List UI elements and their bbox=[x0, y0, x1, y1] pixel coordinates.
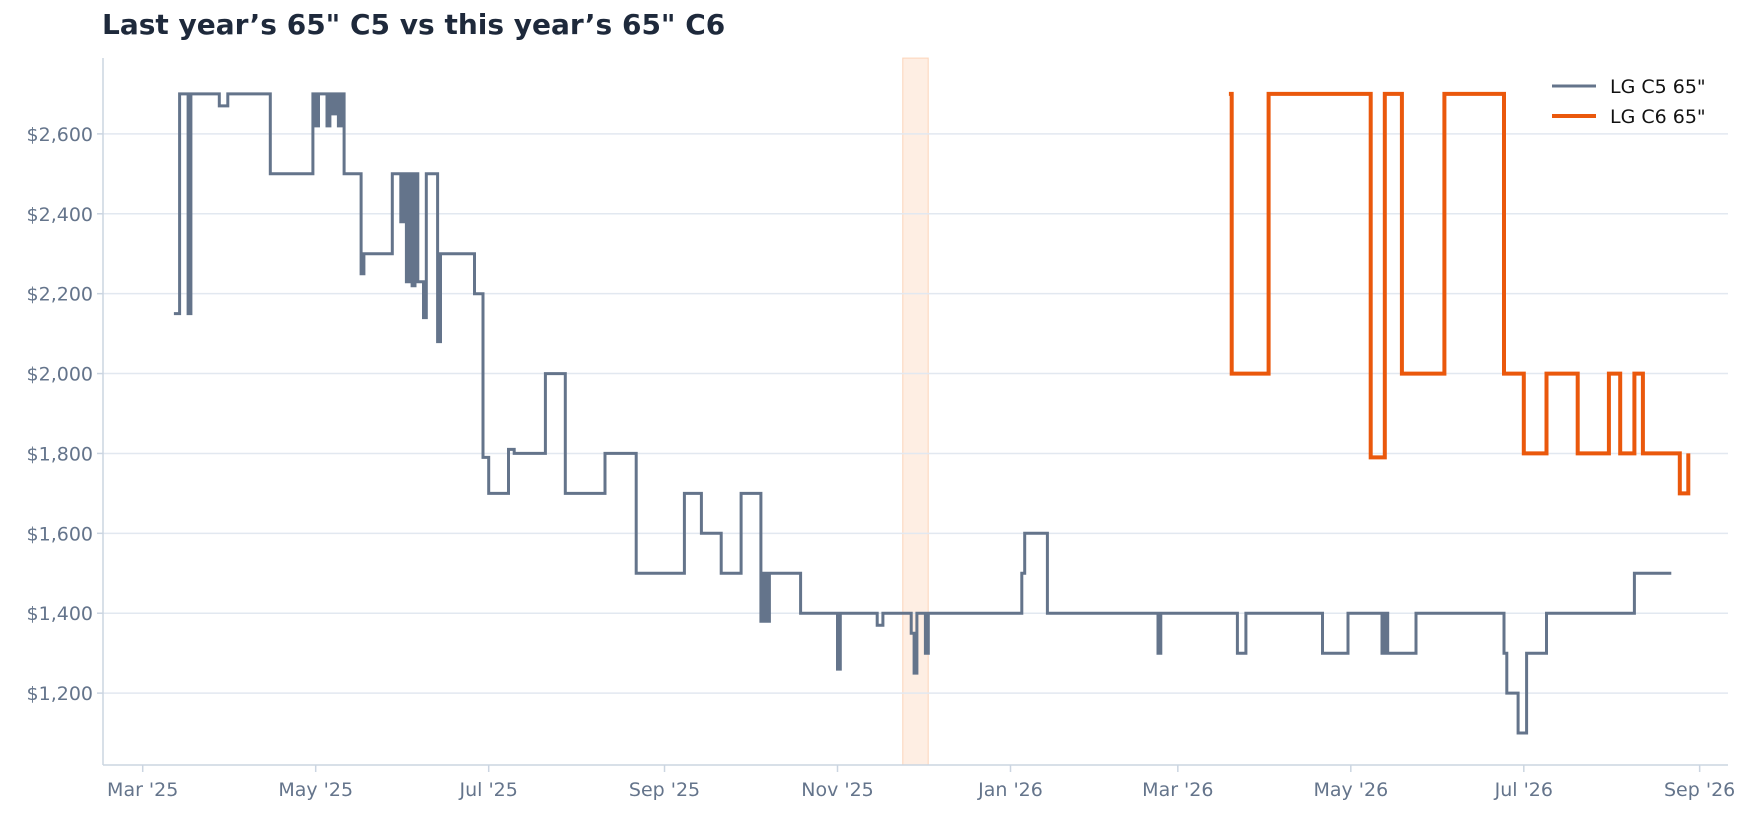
legend-label: LG C6 65" bbox=[1610, 106, 1706, 128]
y-tick-label: $2,600 bbox=[27, 124, 93, 146]
y-tick-label: $1,600 bbox=[27, 523, 93, 545]
x-tick-label: Nov '25 bbox=[801, 779, 874, 801]
y-tick-label: $2,000 bbox=[27, 364, 93, 386]
series-line-lg-c6-65 bbox=[1228, 91, 1691, 496]
chart-title: Last year’s 65" C5 vs this year’s 65" C6 bbox=[102, 8, 726, 41]
y-tick-label: $1,800 bbox=[27, 443, 93, 465]
x-tick-label: Sep '26 bbox=[1664, 779, 1735, 801]
y-tick-label: $2,200 bbox=[27, 284, 93, 306]
series-line-lg-c5-65 bbox=[173, 92, 1672, 735]
x-tick-label: Sep '25 bbox=[629, 779, 700, 801]
y-tick-label: $2,400 bbox=[27, 204, 93, 226]
y-tick-label: $1,200 bbox=[27, 683, 93, 705]
x-tick-label: May '25 bbox=[278, 779, 353, 801]
x-tick-label: Mar '25 bbox=[107, 779, 178, 801]
x-tick-label: Jan '26 bbox=[977, 779, 1043, 801]
gridlines bbox=[103, 133, 1728, 694]
series-lines bbox=[173, 91, 1691, 735]
x-tick-label: May '26 bbox=[1313, 779, 1388, 801]
x-tick-label: Jul '25 bbox=[459, 779, 518, 801]
y-tick-label: $1,400 bbox=[27, 603, 93, 625]
legend-label: LG C5 65" bbox=[1610, 76, 1706, 98]
legend: LG C5 65" LG C6 65" bbox=[1552, 76, 1706, 128]
x-tick-label: Jul '26 bbox=[1494, 779, 1553, 801]
axes: $1,200 $1,400 $1,600 $1,800 $2,000 $2,200 $2,4… bbox=[27, 58, 1735, 801]
x-tick-label: Mar '26 bbox=[1142, 779, 1213, 801]
